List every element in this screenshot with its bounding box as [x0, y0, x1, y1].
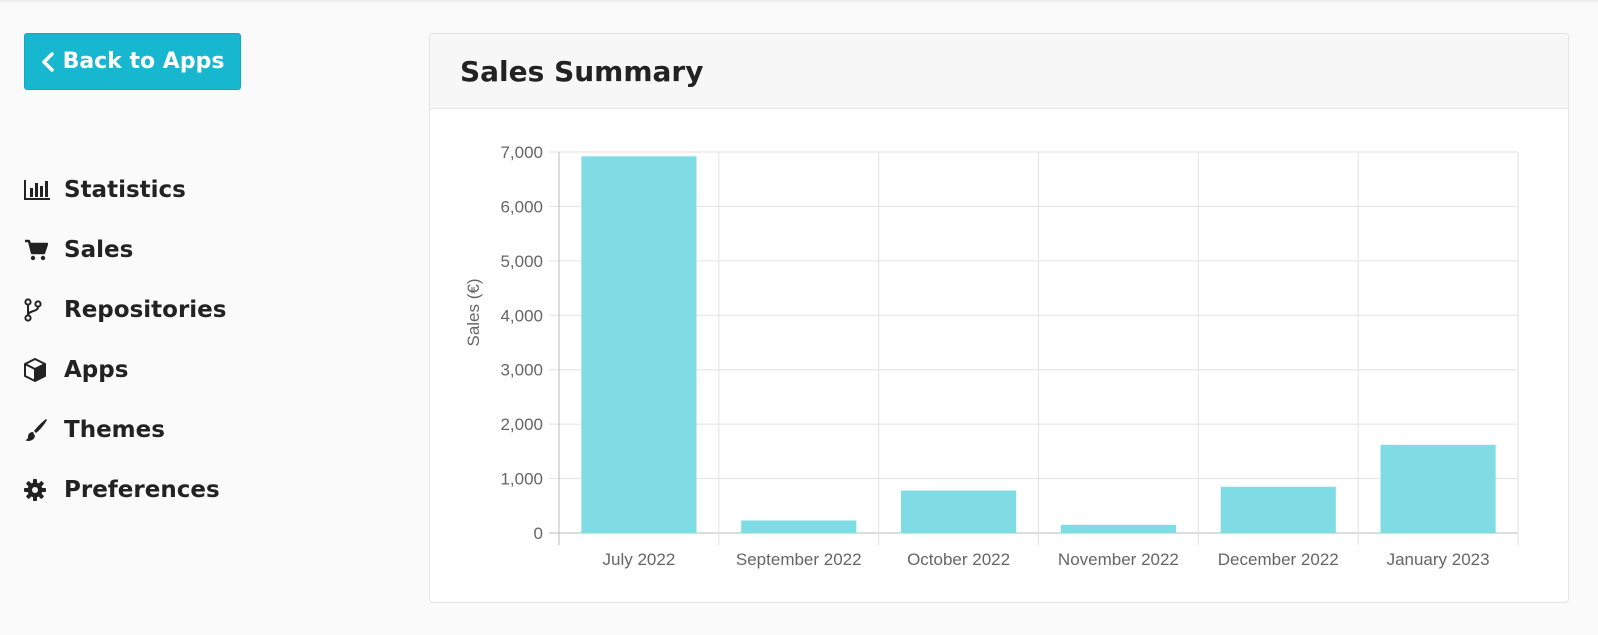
x-tick-label: July 2022	[603, 550, 676, 569]
bar-3	[901, 490, 1017, 533]
y-tick-label: 6,000	[500, 197, 543, 216]
sidebar-item-statistics[interactable]: Statistics	[24, 160, 384, 220]
sidebar-item-label: Apps	[64, 357, 129, 383]
bar-2	[741, 520, 857, 533]
back-button-label: Back to Apps	[62, 49, 225, 74]
bar-4	[1060, 524, 1176, 533]
y-tick-label: 7,000	[500, 143, 543, 162]
x-tick-label: September 2022	[736, 550, 862, 569]
card-title: Sales Summary	[430, 34, 1568, 109]
x-tick-label: December 2022	[1218, 550, 1339, 569]
sales-bar-chart: 0 1,000 2,000 3,000 4,000 5,000 6,000 7,000 July…	[464, 143, 1519, 569]
y-tick-label: 0	[534, 524, 543, 543]
bar-6	[1380, 444, 1496, 533]
y-axis-label: Sales (€)	[464, 278, 483, 346]
branch-icon	[24, 298, 64, 322]
brush-icon	[24, 418, 64, 442]
bar-chart-icon	[24, 180, 64, 200]
sidebar-item-label: Statistics	[64, 177, 186, 203]
sales-summary-card: Sales Summary 0 1,000 2,000 3,000 4,000 5,000…	[429, 33, 1569, 603]
sidebar-item-sales[interactable]: Sales	[24, 220, 384, 280]
cart-icon	[24, 239, 64, 261]
bar-1	[581, 156, 697, 533]
y-tick-label: 2,000	[500, 415, 543, 434]
gear-icon	[24, 479, 64, 501]
sidebar-nav: Statistics Sales Repositories	[24, 160, 384, 520]
y-tick-label: 4,000	[500, 306, 543, 325]
sidebar-item-preferences[interactable]: Preferences	[24, 460, 384, 520]
sidebar-item-label: Themes	[64, 417, 165, 443]
y-tick-label: 5,000	[500, 252, 543, 271]
chevron-left-icon	[41, 51, 55, 72]
sidebar-item-apps[interactable]: Apps	[24, 340, 384, 400]
back-to-apps-button[interactable]: Back to Apps	[24, 33, 241, 90]
x-tick-label: January 2023	[1387, 550, 1490, 569]
x-tick-label: October 2022	[907, 550, 1010, 569]
cube-icon	[24, 358, 64, 382]
y-tick-label: 1,000	[500, 470, 543, 489]
sidebar-item-repositories[interactable]: Repositories	[24, 280, 384, 340]
x-tick-label: November 2022	[1058, 550, 1179, 569]
top-border	[0, 0, 1598, 2]
sidebar-item-label: Sales	[64, 237, 134, 263]
sidebar-item-label: Repositories	[64, 297, 227, 323]
sidebar-item-themes[interactable]: Themes	[24, 400, 384, 460]
y-tick-label: 3,000	[500, 361, 543, 380]
bar-5	[1220, 486, 1336, 533]
sidebar-item-label: Preferences	[64, 477, 220, 503]
